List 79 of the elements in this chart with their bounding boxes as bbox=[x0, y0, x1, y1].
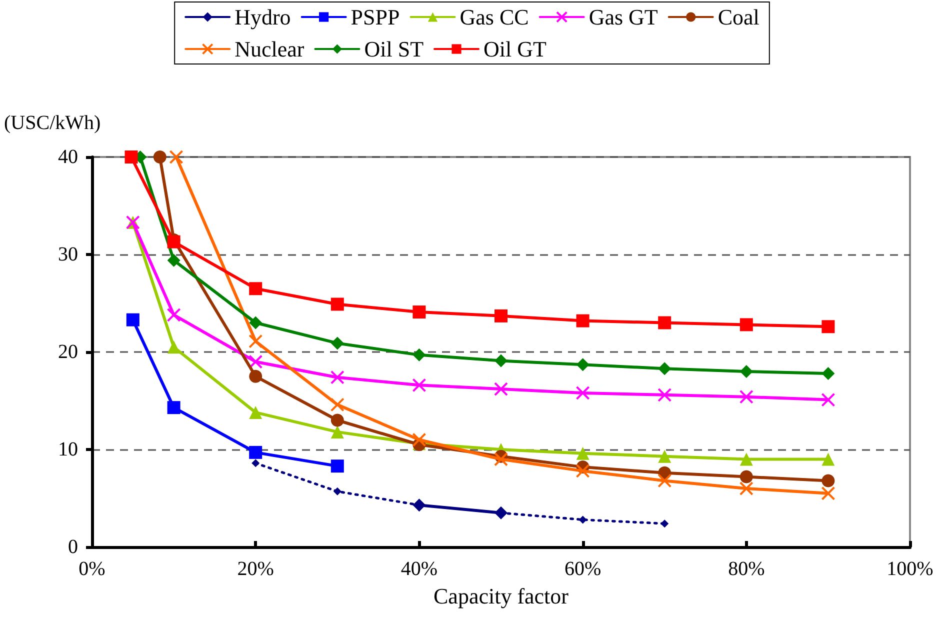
point bbox=[740, 365, 753, 378]
legend-label: Coal bbox=[718, 4, 760, 30]
point bbox=[249, 446, 262, 459]
point bbox=[822, 320, 835, 334]
legend-label: Nuclear bbox=[234, 36, 305, 62]
legend-label: PSPP bbox=[350, 4, 400, 30]
point bbox=[822, 366, 835, 380]
point bbox=[330, 336, 344, 350]
point bbox=[494, 506, 508, 520]
point bbox=[249, 282, 262, 296]
point bbox=[167, 254, 180, 267]
point bbox=[248, 334, 263, 348]
point bbox=[494, 452, 508, 466]
point bbox=[412, 432, 426, 447]
legend-label: Oil GT bbox=[484, 36, 547, 62]
y-tick-label: 40 bbox=[58, 146, 78, 168]
legend-label: Oil ST bbox=[364, 36, 424, 62]
point bbox=[169, 150, 184, 164]
point bbox=[330, 425, 344, 438]
point bbox=[412, 348, 426, 362]
point bbox=[740, 452, 753, 466]
legend-label: Hydro bbox=[234, 4, 291, 30]
point bbox=[153, 150, 166, 164]
x-tick-label: 40% bbox=[400, 558, 438, 580]
point bbox=[412, 306, 426, 319]
y-tick-label: 10 bbox=[58, 438, 78, 460]
x-tick-label: 80% bbox=[728, 558, 765, 580]
point bbox=[494, 382, 508, 396]
point bbox=[739, 390, 754, 404]
point bbox=[249, 316, 262, 330]
point bbox=[166, 308, 181, 322]
point bbox=[412, 378, 426, 392]
point bbox=[576, 386, 590, 400]
y-axis-title: (USC/kWh) bbox=[4, 112, 101, 134]
point bbox=[126, 313, 140, 326]
point bbox=[167, 401, 180, 414]
x-tick-label: 20% bbox=[237, 558, 274, 580]
point bbox=[576, 446, 590, 460]
point bbox=[252, 459, 260, 468]
point bbox=[658, 388, 672, 402]
point bbox=[822, 452, 835, 466]
point bbox=[330, 460, 344, 473]
point bbox=[576, 464, 590, 478]
point bbox=[576, 314, 590, 328]
point bbox=[494, 354, 508, 368]
point bbox=[822, 474, 835, 488]
point bbox=[330, 370, 344, 384]
point bbox=[576, 358, 590, 372]
y-tick-label: 20 bbox=[58, 341, 78, 363]
y-tick-label: 0 bbox=[68, 536, 78, 558]
point bbox=[330, 298, 344, 311]
point bbox=[658, 362, 672, 376]
point bbox=[333, 487, 342, 496]
point bbox=[740, 470, 753, 484]
point bbox=[658, 474, 672, 488]
point bbox=[821, 392, 836, 407]
point bbox=[412, 498, 426, 512]
point bbox=[249, 406, 262, 419]
point bbox=[249, 370, 262, 383]
point bbox=[248, 354, 263, 369]
point bbox=[167, 340, 180, 354]
point bbox=[658, 450, 672, 463]
y-tick-label: 30 bbox=[58, 244, 78, 266]
point bbox=[578, 516, 587, 524]
point bbox=[821, 486, 836, 500]
legend-label: Gas GT bbox=[588, 4, 658, 30]
point bbox=[739, 482, 754, 496]
point bbox=[124, 150, 138, 164]
legend-label: Gas CC bbox=[460, 4, 529, 30]
point bbox=[660, 520, 669, 528]
x-tick-label: 100% bbox=[886, 558, 934, 580]
point bbox=[494, 309, 508, 322]
point bbox=[658, 316, 672, 330]
point bbox=[740, 318, 753, 332]
point bbox=[330, 414, 344, 427]
x-axis-title: Capacity factor bbox=[434, 584, 570, 608]
point bbox=[330, 398, 344, 412]
x-tick-label: 0% bbox=[78, 558, 106, 580]
x-tick-label: 60% bbox=[564, 558, 602, 580]
